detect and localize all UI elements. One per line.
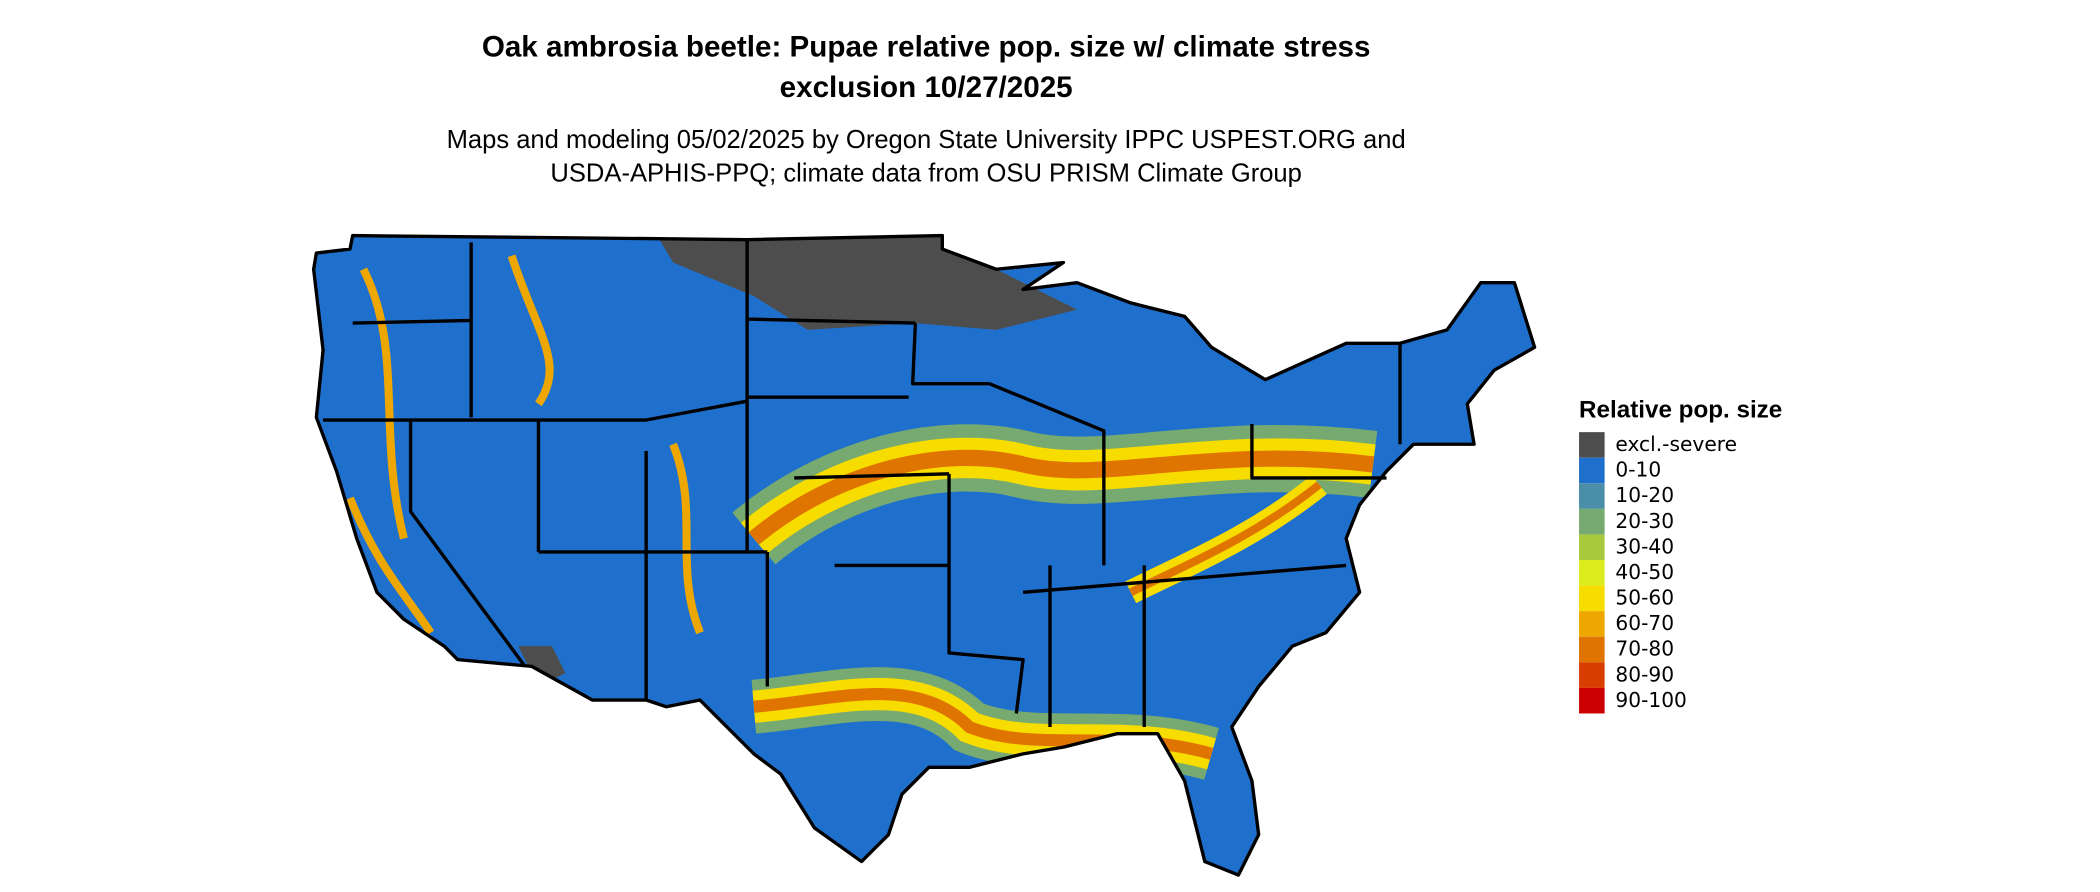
subtitle-line: USDA-APHIS-PPQ; climate data from OSU PR…: [550, 160, 1301, 188]
legend-swatch: [1579, 483, 1605, 509]
legend-label: excl.-severe: [1615, 432, 1737, 456]
legend-label: 10-20: [1615, 483, 1674, 507]
legend-label: 70-80: [1615, 637, 1674, 661]
legend-swatch: [1579, 585, 1605, 612]
map: [311, 233, 1537, 877]
title-line: exclusion 10/27/2025: [780, 71, 1073, 104]
legend-title: Relative pop. size: [1579, 396, 1782, 423]
legend-label: 20-30: [1615, 509, 1674, 533]
legend-label: 50-60: [1615, 586, 1674, 610]
legend-swatch: [1579, 687, 1605, 714]
legend: Relative pop. size excl.-severe0-1010-20…: [1579, 396, 1782, 714]
legend-swatch: [1579, 560, 1605, 586]
legend-label: 40-50: [1615, 560, 1674, 584]
legend-swatch: [1579, 508, 1605, 535]
legend-swatch: [1579, 662, 1605, 688]
legend-label: 0-10: [1615, 458, 1661, 482]
legend-swatch: [1579, 534, 1605, 561]
legend-swatch: [1579, 457, 1605, 484]
legend-label: 90-100: [1615, 688, 1687, 712]
legend-swatch: [1579, 636, 1605, 663]
legend-label: 80-90: [1615, 662, 1674, 686]
map-fill: [313, 235, 1535, 876]
legend-label: 30-40: [1615, 534, 1674, 558]
legend-swatch: [1579, 432, 1605, 458]
subtitle-line: Maps and modeling 05/02/2025 by Oregon S…: [447, 126, 1406, 154]
legend-swatch: [1579, 611, 1605, 637]
title-line: Oak ambrosia beetle: Pupae relative pop.…: [482, 31, 1371, 64]
legend-label: 60-70: [1615, 611, 1674, 635]
